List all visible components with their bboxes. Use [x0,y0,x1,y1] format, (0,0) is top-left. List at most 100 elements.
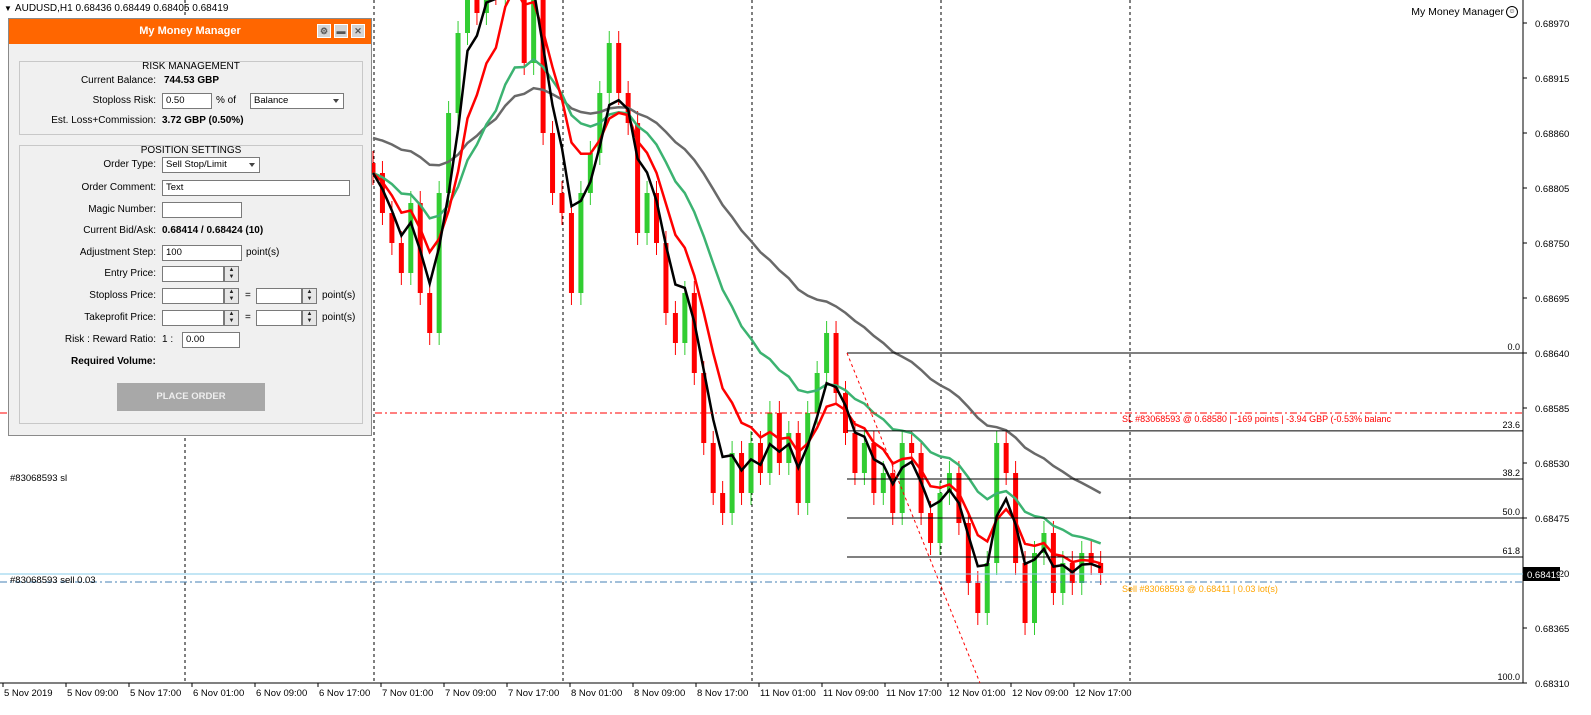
order-line-label[interactable]: #83068593 sell 0.03 [10,575,96,586]
bear-candle [757,443,763,473]
bull-candle [805,413,811,503]
balance-label: Current Balance: [80,75,156,86]
bull-candle [644,193,650,233]
bear-candle [616,43,622,93]
price-tick-label: 0.68805 [1535,184,1569,195]
bull-candle [824,333,830,373]
bull-candle [455,33,461,113]
order-comment-label: Order Comment: [81,182,156,193]
bear-candle [1098,563,1104,573]
minimize-icon[interactable]: ▬ [334,24,348,38]
bear-candle [720,493,726,513]
current-price-box [1523,567,1560,581]
time-tick-label: 5 Nov 2019 [4,688,53,699]
bear-candle [691,293,697,373]
bull-candle [587,153,593,193]
adjustment-step-unit: point(s) [246,247,280,258]
magic-number-input[interactable] [162,202,242,218]
order-comment-input[interactable]: Text [162,180,350,196]
bull-candle [682,293,688,343]
time-tick-label: 11 Nov 01:00 [760,688,816,699]
entry-price-spinner[interactable]: ▲ ▼ [224,266,239,282]
smiley-icon: ☺ [1506,6,1518,19]
risk-basis-select[interactable]: Balance [250,93,344,109]
sl-points-unit: point(s) [322,290,356,301]
bull-candle [1032,553,1037,623]
entry-price-input[interactable] [162,266,224,282]
symbol-header: ▼ AUDUSD,H1 0.68436 0.68449 0.68405 0.684… [4,3,228,14]
bear-candle [710,443,716,493]
magic-number-label: Magic Number: [88,204,156,215]
bear-candle [871,443,877,493]
rr-ratio-input[interactable]: 0.00 [182,332,240,348]
time-tick-label: 11 Nov 17:00 [886,688,942,699]
stoploss-risk-label: Stoploss Risk: [92,95,156,106]
time-tick-label: 12 Nov 09:00 [1012,688,1069,699]
time-tick-label: 12 Nov 17:00 [1075,688,1132,699]
stoploss-info-label: SL #83068593 @ 0.68580 | -169 points | -… [1122,414,1391,424]
bear-candle [1003,443,1009,473]
adjustment-step-input[interactable]: 100 [162,245,242,261]
order-type-select[interactable]: Sell Stop/Limit [162,157,260,173]
fib-level-label: 0.0 [1507,342,1520,352]
price-tick-label: 0.68970 [1535,19,1569,30]
bull-candle [1060,563,1066,593]
fib-trend-line [846,352,981,684]
est-loss-label: Est. Loss+Commission: [51,115,156,126]
bear-candle [701,373,707,443]
price-tick-label: 0.68750 [1535,239,1569,250]
bear-candle [568,213,574,293]
bear-candle [1088,553,1094,563]
stoploss-price-spinner[interactable]: ▲ ▼ [224,288,239,304]
place-order-button[interactable]: PLACE ORDER [117,383,265,411]
fib-level-label: 38.2 [1502,468,1520,478]
bear-candle [909,443,915,453]
bull-candle [748,443,754,493]
sl-line-label[interactable]: #83068593 sl [10,473,68,484]
stoploss-points-spinner[interactable]: ▲ ▼ [302,288,317,304]
gear-icon[interactable]: ⚙ [317,24,331,38]
takeprofit-price-input[interactable] [162,310,224,326]
fast-ema-line [371,0,1102,574]
stoploss-points-input[interactable] [256,288,302,304]
panel-title: My Money Manager [139,25,241,37]
bull-candle [729,453,735,513]
panel-title-bar[interactable]: My Money Manager ⚙ ▬ ✕ [9,19,371,44]
bear-candle [398,243,404,273]
expert-advisor-label[interactable]: My Money Manager ☺ [1411,6,1518,19]
bull-candle [861,443,867,473]
bear-candle [739,453,745,493]
bear-candle [379,173,385,213]
price-tick-label: 0.68860 [1535,129,1569,140]
bull-candle [408,203,414,273]
takeprofit-points-spinner[interactable]: ▲ ▼ [302,310,317,326]
bear-candle [672,313,678,343]
time-tick-label: 7 Nov 09:00 [445,688,496,699]
stoploss-price-input[interactable] [162,288,224,304]
bear-candle [550,133,556,193]
time-tick-label: 5 Nov 17:00 [130,688,181,699]
risk-heading: RISK MANAGEMENT [142,61,240,72]
rr-ratio-label: Risk : Reward Ratio: [64,334,156,345]
price-tick-label: 0.68475 [1535,514,1569,525]
sl-equals: = [245,290,251,301]
bear-candle [956,473,962,523]
price-tick-label: 0.68640 [1535,349,1569,360]
stoploss-risk-input[interactable]: 0.50 [162,93,212,109]
bear-candle [635,123,641,233]
money-manager-panel[interactable]: My Money Manager ⚙ ▬ ✕ RISK MANAGEMENT C… [8,18,372,436]
fib-level-label: 100.0 [1497,672,1520,682]
close-icon[interactable]: ✕ [351,24,365,38]
symbol-ohlc: AUDUSD,H1 0.68436 0.68449 0.68405 0.6841… [14,3,229,14]
takeprofit-price-spinner[interactable]: ▲ ▼ [224,310,239,326]
bull-candle [814,373,820,413]
takeprofit-points-input[interactable] [256,310,302,326]
price-tick-label: 0.68310 [1535,679,1569,690]
price-tick-label: 0.68695 [1535,294,1569,305]
collapse-triangle-icon[interactable]: ▼ [4,4,12,13]
time-tick-label: 8 Nov 17:00 [697,688,748,699]
time-tick-label: 6 Nov 01:00 [193,688,244,699]
bull-candle [899,443,905,513]
